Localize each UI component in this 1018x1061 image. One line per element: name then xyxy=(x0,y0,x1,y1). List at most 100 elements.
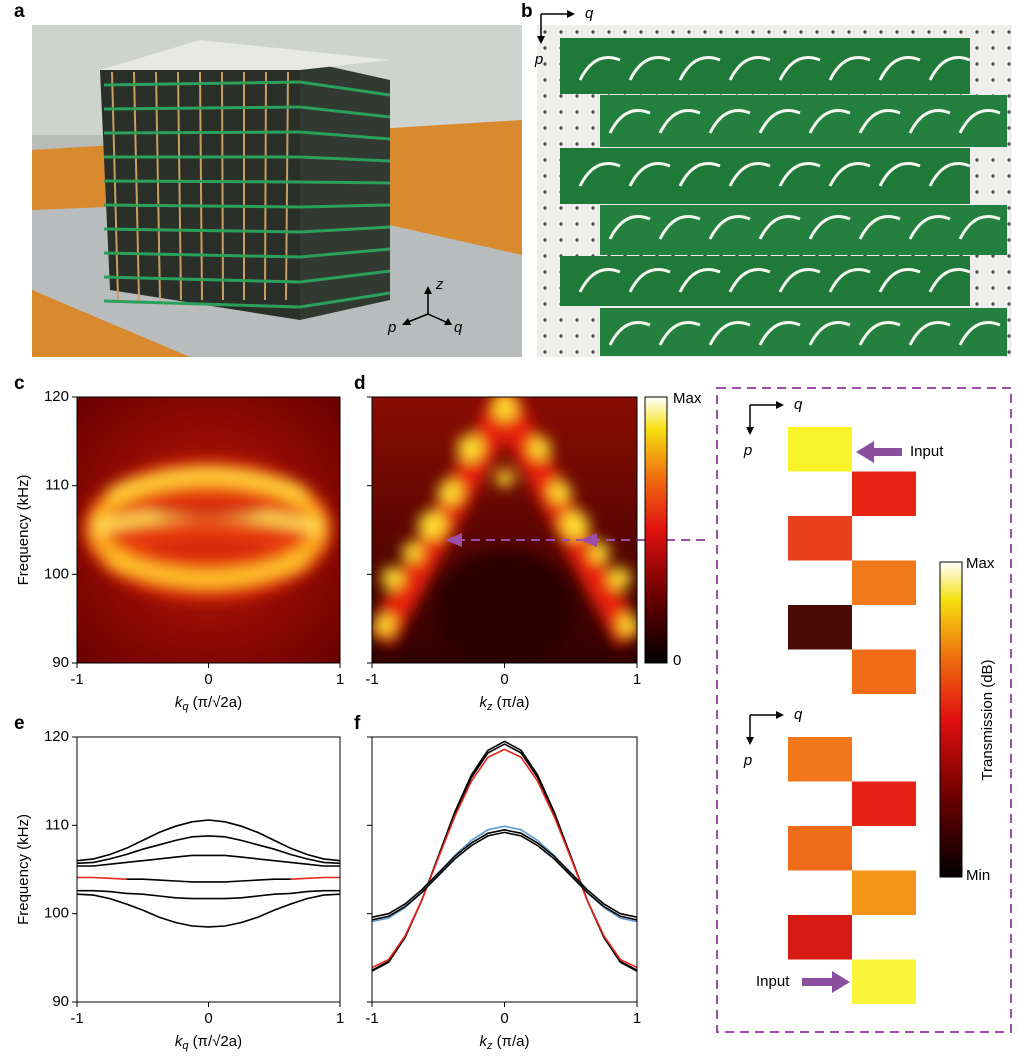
hole xyxy=(559,350,562,353)
hole xyxy=(975,190,978,193)
blob xyxy=(609,567,631,589)
hole xyxy=(591,126,594,129)
transmission-cell xyxy=(852,871,916,916)
hole xyxy=(751,30,754,33)
hole xyxy=(975,174,978,177)
hole xyxy=(1007,174,1010,177)
hole xyxy=(543,174,546,177)
hole xyxy=(543,334,546,337)
blob xyxy=(561,511,589,539)
plot-frame xyxy=(372,737,637,1002)
hole xyxy=(575,142,578,145)
x-tick-label: 1 xyxy=(336,1010,344,1027)
hole xyxy=(591,30,594,33)
y-tick-label: 110 xyxy=(45,477,69,494)
axis-name: p xyxy=(534,51,543,68)
hole xyxy=(863,30,866,33)
hole xyxy=(543,30,546,33)
hole xyxy=(687,30,690,33)
hole xyxy=(543,78,546,81)
hole xyxy=(1007,302,1010,305)
board xyxy=(104,132,300,133)
band-curve xyxy=(372,832,637,920)
blob xyxy=(493,396,517,420)
hole xyxy=(591,334,594,337)
input-arrow xyxy=(856,441,902,463)
blob xyxy=(375,615,395,635)
hole xyxy=(1007,110,1010,113)
hole xyxy=(719,30,722,33)
x-tick-label: 1 xyxy=(336,671,344,688)
hole xyxy=(991,46,994,49)
hole xyxy=(703,30,706,33)
x-tick-label: 1 xyxy=(633,1010,641,1027)
hole xyxy=(575,110,578,113)
input-label: Input xyxy=(756,973,790,990)
panel-label: f xyxy=(354,713,361,734)
hole xyxy=(591,110,594,113)
hole xyxy=(975,158,978,161)
x-tick-label: -1 xyxy=(70,671,83,688)
axis-name: q xyxy=(454,319,463,336)
hole xyxy=(543,94,546,97)
transmission-cell xyxy=(788,516,852,561)
band-curve xyxy=(372,749,637,967)
y-axis-label: Frequency (kHz) xyxy=(15,814,32,925)
hole xyxy=(1007,350,1010,353)
panel-label: c xyxy=(14,373,25,394)
hole xyxy=(991,190,994,193)
hole xyxy=(575,206,578,209)
hole xyxy=(559,238,562,241)
axis-name: z xyxy=(435,276,444,293)
x-axis-label: kq (π/√2a) xyxy=(175,1033,242,1052)
axis-name: q xyxy=(794,706,803,723)
hole xyxy=(783,30,786,33)
blob xyxy=(549,481,571,503)
arrowhead xyxy=(746,737,754,745)
panel-label: d xyxy=(354,373,366,394)
board xyxy=(104,205,300,207)
colorbar-label: Max xyxy=(673,390,702,407)
hole xyxy=(543,62,546,65)
x-label-unit: (π/a) xyxy=(492,694,529,711)
hole xyxy=(991,286,994,289)
hole xyxy=(991,78,994,81)
heatmap-c-image xyxy=(77,397,340,663)
hole xyxy=(575,238,578,241)
colorbar xyxy=(645,397,667,663)
y-tick-label: 120 xyxy=(44,388,69,405)
band-curve xyxy=(372,741,637,971)
blob xyxy=(418,511,446,539)
x-tick-label: 0 xyxy=(204,671,212,688)
x-tick-label: 1 xyxy=(633,671,641,688)
arrowhead xyxy=(746,427,754,435)
x-label-unit: (π/a) xyxy=(492,1033,529,1050)
colorbar-title: Transmission (dB) xyxy=(979,659,996,780)
hole xyxy=(591,94,594,97)
x-tick-label: 0 xyxy=(500,671,508,688)
band-curve xyxy=(77,878,340,880)
board xyxy=(300,182,390,183)
colorbar-label: Max xyxy=(966,555,995,572)
hole xyxy=(943,30,946,33)
blob xyxy=(438,480,462,504)
hole xyxy=(591,350,594,353)
input-label: Input xyxy=(910,443,944,460)
blob xyxy=(457,435,483,461)
hole xyxy=(767,30,770,33)
axis-name: q xyxy=(585,5,594,22)
arrowhead xyxy=(567,10,575,18)
hole xyxy=(543,142,546,145)
hole xyxy=(591,142,594,145)
transmission-cell xyxy=(788,737,852,782)
panel-label: a xyxy=(14,1,25,22)
hole xyxy=(975,46,978,49)
y-tick-label: 100 xyxy=(44,905,69,922)
hole xyxy=(543,126,546,129)
blob xyxy=(402,542,422,562)
hole xyxy=(655,30,658,33)
x-axis-label: kq (π/√2a) xyxy=(175,694,242,713)
x-label-unit: (π/√2a) xyxy=(189,694,243,711)
hole xyxy=(575,94,578,97)
hole xyxy=(575,222,578,225)
